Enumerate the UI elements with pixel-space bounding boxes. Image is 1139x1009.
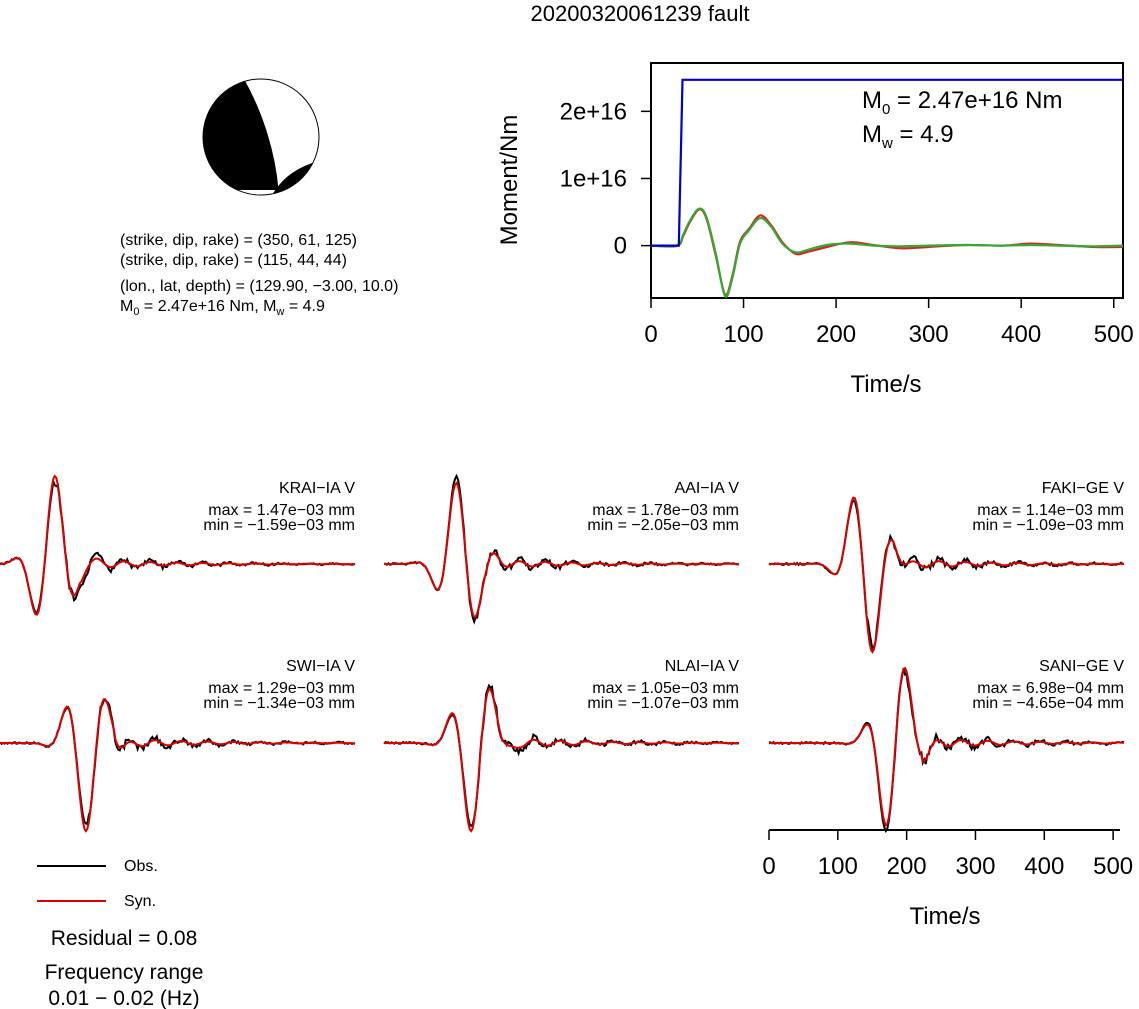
observed-waveform: [0, 698, 356, 826]
cumulative-moment-line: [651, 78, 1123, 247]
station-label: SWI−IA V: [286, 658, 355, 675]
legend: Obs. Syn. Residual = 0.08 Frequency rang…: [37, 858, 203, 1009]
waveform-xtick-label: 300: [955, 853, 995, 880]
nodal-plane-2: (strike, dip, rake) = (115, 44, 44): [120, 252, 347, 269]
moment-xtick-label: 400: [1001, 321, 1041, 348]
moment-panel: 0 1e+16 2e+16 0 100 200 300 400 500 Moment/Nm T…: [496, 62, 1134, 398]
waveform-xtick-label: 500: [1093, 853, 1133, 880]
station-label: KRAI−IA V: [279, 480, 355, 497]
station-min: min = −1.34e−03 mm: [203, 695, 355, 712]
residual-label: Residual = 0.08: [51, 927, 198, 950]
station-min: min = −2.05e−03 mm: [587, 517, 739, 534]
beachball: [202, 78, 320, 196]
waveform-xlabel: Time/s: [909, 903, 980, 930]
moment-xtick-label: 200: [816, 321, 856, 348]
moment-ytick-label: 2e+16: [560, 98, 627, 125]
waveform-xtick-label: 400: [1024, 853, 1064, 880]
station-max: max = 6.98e−04 mm: [977, 680, 1124, 697]
synthetic-waveform: [384, 688, 740, 833]
waveform-xtick-label: 100: [818, 853, 858, 880]
magnitude-summary: M0 = 2.47e+16 Nm, Mw = 4.9: [120, 298, 325, 319]
station-max: max = 1.47e−03 mm: [208, 502, 355, 519]
moment-xtick-label: 500: [1094, 321, 1134, 348]
moment-rate-line: [650, 207, 1124, 298]
synthetic-waveform: [384, 481, 740, 619]
frequency-range-label: Frequency range: [45, 961, 204, 984]
station-min: min = −1.07e−03 mm: [587, 695, 739, 712]
waveform-xtick-label: 0: [762, 853, 775, 880]
station-min: min = −4.65e−04 mm: [972, 695, 1124, 712]
moment-xtick-label: 300: [909, 321, 949, 348]
frequency-range-value: 0.01 − 0.02 (Hz): [48, 987, 199, 1009]
waveform-time-axis: 0 100 200 300 400 500 Time/s: [762, 829, 1133, 930]
nodal-plane-1: (strike, dip, rake) = (350, 61, 125): [120, 232, 357, 249]
figure-title: 20200320061239 fault: [531, 1, 750, 26]
moment-xtick-label: 100: [724, 321, 764, 348]
legend-obs-label: Obs.: [124, 858, 158, 875]
station-max: max = 1.14e−03 mm: [977, 502, 1124, 519]
station-max: max = 1.05e−03 mm: [592, 680, 739, 697]
station-label: SANI−GE V: [1039, 658, 1124, 675]
synthetic-waveform: [0, 697, 355, 833]
moment-xlabel: Time/s: [850, 371, 921, 398]
synthetic-waveform: [0, 474, 356, 616]
station-max: max = 1.29e−03 mm: [208, 680, 355, 697]
moment-ytick-label: 1e+16: [560, 165, 627, 192]
station-min: min = −1.09e−03 mm: [972, 517, 1124, 534]
moment-xtick-label: 0: [644, 321, 657, 348]
moment-m0-annotation: M0 = 2.47e+16 Nm: [862, 87, 1062, 118]
synthetic-waveform: [769, 496, 1124, 654]
station-label: FAKI−GE V: [1042, 480, 1125, 497]
synthetic-waveform: [769, 666, 1125, 827]
beachball-compressional-west: [203, 80, 278, 190]
station-max: max = 1.78e−03 mm: [592, 502, 739, 519]
moment-mw-annotation: Mw = 4.9: [862, 121, 954, 152]
observed-waveform: [383, 473, 740, 625]
waveform-xtick-label: 200: [887, 853, 927, 880]
legend-syn-label: Syn.: [124, 893, 156, 910]
moment-ylabel: Moment/Nm: [496, 115, 523, 246]
station-label: NLAI−IA V: [665, 658, 740, 675]
moment-plot-frame: [650, 62, 1124, 299]
mechanism-info: (strike, dip, rake) = (350, 61, 125) (st…: [120, 231, 398, 322]
station-min: min = −1.59e−03 mm: [203, 517, 355, 534]
station-label: AAI−IA V: [675, 480, 740, 497]
source-location: (lon., lat, depth) = (129.90, −3.00, 10.…: [120, 278, 399, 295]
moment-ytick-label: 0: [614, 233, 627, 260]
